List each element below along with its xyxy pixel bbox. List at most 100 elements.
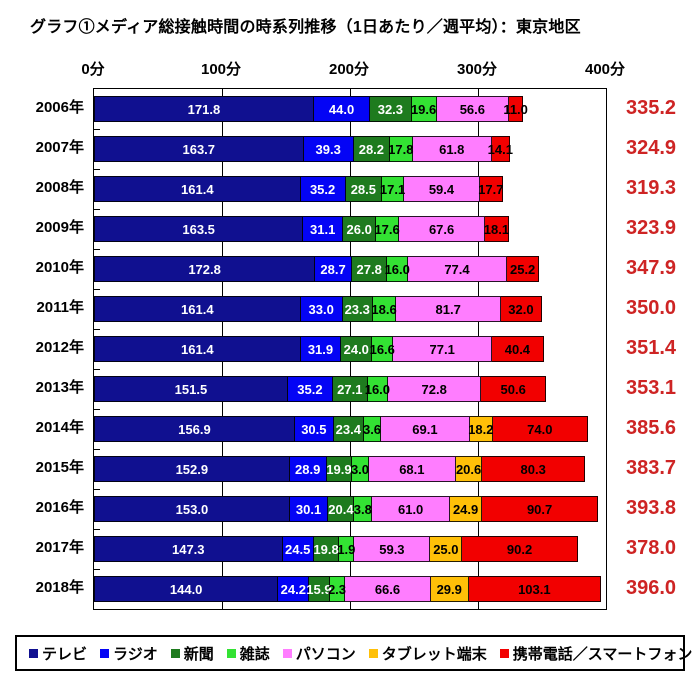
x-axis-tick-label: 200分 bbox=[328, 61, 370, 78]
bar-segment: 30.5 bbox=[294, 416, 334, 442]
segment-value-label: 77.1 bbox=[429, 341, 455, 357]
segment-value-label: 16.6 bbox=[369, 341, 395, 357]
total-label: 323.9 bbox=[625, 217, 677, 239]
segment-value-label: 14.1 bbox=[487, 141, 513, 157]
segment-value-label: 68.1 bbox=[399, 461, 425, 477]
segment-value-label: 151.5 bbox=[174, 381, 208, 397]
bar-segment: 161.4 bbox=[94, 296, 301, 322]
segment-value-label: 16.0 bbox=[364, 381, 391, 397]
segment-value-label: 20.4 bbox=[328, 501, 354, 517]
total-label: 319.3 bbox=[625, 177, 677, 199]
total-label: 385.6 bbox=[625, 417, 677, 439]
bar-segment: 25.0 bbox=[430, 536, 463, 562]
segment-value-label: 23.4 bbox=[335, 421, 361, 437]
bar-segment: 11.0 bbox=[503, 96, 528, 122]
segment-value-label: 152.9 bbox=[175, 461, 209, 477]
bar-segment: 18.6 bbox=[371, 296, 397, 322]
bar-segment: 31.9 bbox=[300, 336, 342, 362]
bar-segment: 103.1 bbox=[468, 576, 601, 602]
segment-value-label: 30.5 bbox=[301, 421, 327, 437]
y-axis-category-label: 2012年 bbox=[35, 339, 84, 356]
bar-segment: 72.8 bbox=[388, 376, 482, 402]
bar-segment: 31.1 bbox=[303, 216, 344, 242]
bar-segment: 33.0 bbox=[300, 296, 343, 322]
bar-segment: 156.9 bbox=[94, 416, 295, 442]
bar-segment: 56.6 bbox=[436, 96, 510, 122]
bar-segment: 17.1 bbox=[379, 176, 406, 202]
bar-segment: 32.3 bbox=[370, 96, 412, 122]
bar-segment: 27.1 bbox=[332, 376, 368, 402]
segment-value-label: 11.0 bbox=[503, 101, 528, 117]
segment-value-label: 156.9 bbox=[178, 421, 211, 437]
x-axis-tick-label: 0分 bbox=[81, 61, 105, 78]
total-label: 396.0 bbox=[625, 577, 677, 599]
bar-row: 161.4 31.9 24.0 16.6 77.1 40.4 bbox=[94, 336, 606, 362]
segment-value-label: 24.5 bbox=[285, 541, 311, 557]
segment-value-label: 161.4 bbox=[181, 301, 214, 317]
bar-segment: 161.4 bbox=[94, 336, 301, 362]
total-label: 350.0 bbox=[625, 297, 677, 319]
y-axis-category-label: 2006年 bbox=[35, 99, 84, 116]
bar-segment: 40.4 bbox=[492, 336, 544, 362]
bar-segment: 3.0 bbox=[351, 456, 369, 482]
total-label: 378.0 bbox=[625, 537, 677, 559]
bar-segment: 26.0 bbox=[343, 216, 377, 242]
category-tick bbox=[94, 448, 100, 450]
legend-item: 新聞 bbox=[170, 643, 214, 664]
bar-segment: 151.5 bbox=[94, 376, 288, 402]
bar-segment: 2.3 bbox=[327, 576, 347, 602]
bar-segment: 68.1 bbox=[368, 456, 456, 482]
bar-segment: 32.0 bbox=[500, 296, 542, 322]
segment-value-label: 17.1 bbox=[379, 181, 406, 197]
bar-segment: 50.6 bbox=[481, 376, 547, 402]
segment-value-label: 59.3 bbox=[379, 541, 405, 557]
legend-swatch bbox=[226, 648, 236, 658]
x-axis-tick-label: 300分 bbox=[456, 61, 498, 78]
bar-segment: 23.3 bbox=[342, 296, 373, 322]
segment-value-label: 80.3 bbox=[520, 461, 546, 477]
bar-segment: 30.1 bbox=[289, 496, 329, 522]
bar-segment: 28.7 bbox=[315, 256, 352, 282]
segment-value-label: 172.8 bbox=[188, 261, 221, 277]
bar-segment: 16.6 bbox=[369, 336, 395, 362]
segment-value-label: 17.7 bbox=[478, 181, 504, 197]
legend-item: ラジオ bbox=[100, 643, 158, 664]
category-tick bbox=[94, 568, 100, 570]
bar-segment: 24.2 bbox=[278, 576, 310, 602]
bar-segment: 24.9 bbox=[450, 496, 483, 522]
legend-item-label: 携帯電話／スマートフォン bbox=[512, 645, 693, 663]
bar-segment: 20.6 bbox=[455, 456, 483, 482]
category-tick bbox=[94, 248, 100, 250]
bar-segment: 144.0 bbox=[94, 576, 279, 602]
legend: テレビ ラジオ 新聞 雑誌 パソコン タブレット端末 携帯電話／スマートフォン bbox=[15, 635, 692, 671]
segment-value-label: 24.0 bbox=[343, 341, 369, 357]
bar-segment: 18.1 bbox=[483, 216, 510, 242]
category-tick bbox=[94, 128, 100, 130]
y-axis-categories: 2006年 2007年 2008年 2009年 2010年 2011年 2012年 2013年… bbox=[0, 88, 84, 608]
segment-value-label: 153.0 bbox=[175, 501, 209, 517]
segment-value-label: 44.0 bbox=[328, 101, 355, 117]
segment-value-label: 2.3 bbox=[327, 581, 347, 597]
bar-segment: 59.3 bbox=[354, 536, 431, 562]
segment-value-label: 81.7 bbox=[435, 301, 461, 317]
bar-segment: 28.9 bbox=[289, 456, 327, 482]
total-label: 353.1 bbox=[625, 377, 677, 399]
segment-value-label: 15.9 bbox=[306, 581, 332, 597]
bar-segment: 153.0 bbox=[94, 496, 290, 522]
y-axis-category-label: 2011年 bbox=[36, 299, 84, 316]
segment-value-label: 40.4 bbox=[504, 341, 531, 357]
segment-value-label: 163.7 bbox=[182, 141, 216, 157]
segment-value-label: 161.4 bbox=[181, 341, 214, 357]
segment-value-label: 16.0 bbox=[384, 261, 410, 277]
bar-segment: 69.1 bbox=[381, 416, 470, 442]
segment-value-label: 31.1 bbox=[310, 221, 336, 237]
segment-value-label: 39.3 bbox=[315, 141, 341, 157]
segment-value-label: 90.2 bbox=[506, 541, 533, 557]
segment-value-label: 18.1 bbox=[483, 221, 510, 237]
segment-value-label: 24.9 bbox=[452, 501, 479, 517]
y-axis-category-label: 2015年 bbox=[35, 459, 84, 476]
segment-value-label: 77.4 bbox=[444, 261, 470, 277]
segment-value-label: 161.4 bbox=[181, 181, 214, 197]
bar-segment: 17.7 bbox=[478, 176, 504, 202]
y-axis-category-label: 2018年 bbox=[35, 579, 84, 596]
